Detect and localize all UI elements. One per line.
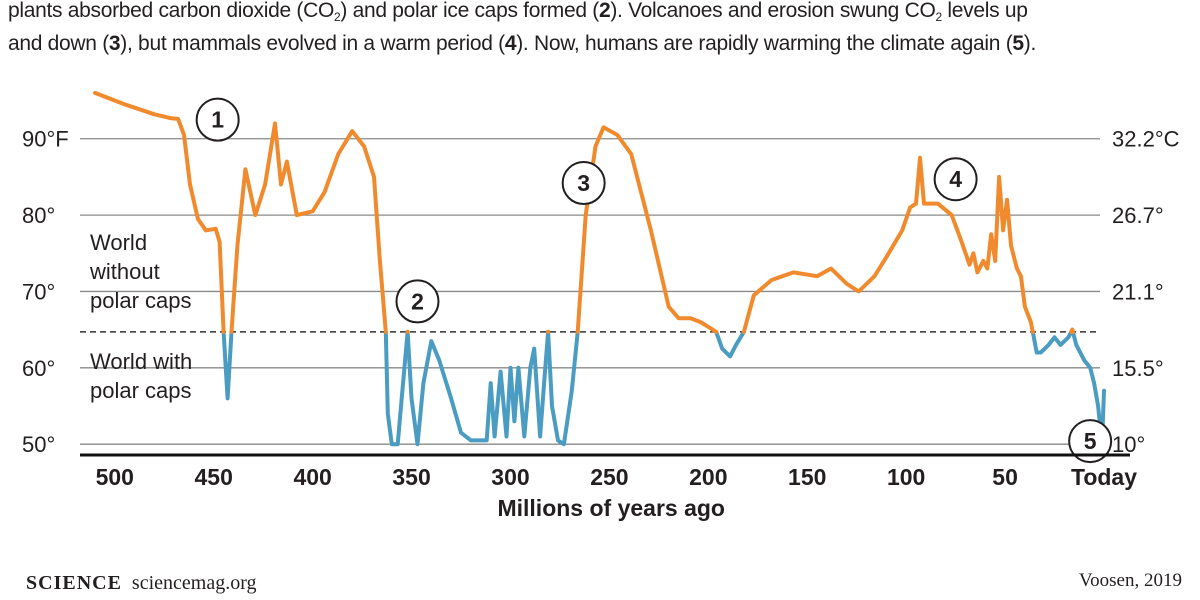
x-tick-label: 400 bbox=[293, 464, 331, 490]
region-label-without-caps: World bbox=[90, 230, 147, 255]
cold-temperature-segment bbox=[1030, 329, 1074, 355]
caption-text: ). Now, humans are rapidly warming the c… bbox=[516, 32, 1013, 55]
figure-caption: plants absorbed carbon dioxide (CO2) and… bbox=[8, 0, 1198, 60]
annotation-number: 3 bbox=[577, 170, 590, 196]
x-tick-label: 50 bbox=[992, 464, 1018, 490]
y-tick-label-left: 60° bbox=[22, 356, 55, 381]
region-label-without-caps: polar caps bbox=[90, 288, 192, 313]
caption-text: and down ( bbox=[8, 32, 109, 55]
bold-marker: 4 bbox=[504, 32, 517, 55]
y-tick-label-left: 70° bbox=[22, 279, 55, 304]
subscript: 2 bbox=[334, 10, 341, 24]
y-tick-label-right: 21.1° bbox=[1112, 279, 1164, 304]
warm-temperature-segment bbox=[575, 125, 719, 334]
warm-temperature-segment bbox=[93, 90, 226, 334]
bold-marker: 5 bbox=[1012, 32, 1024, 55]
bold-marker: 3 bbox=[108, 32, 121, 55]
x-tick-label: 300 bbox=[491, 464, 529, 490]
science-logo: SCIENCE bbox=[26, 572, 122, 594]
y-tick-label-left: 50° bbox=[22, 432, 55, 457]
region-label-with-caps: polar caps bbox=[90, 378, 192, 403]
region-label-with-caps: World with bbox=[90, 349, 192, 374]
x-tick-label: 350 bbox=[392, 464, 430, 490]
caption-text: ), but mammals evolved in a warm period … bbox=[120, 32, 505, 55]
bold-marker: 2 bbox=[598, 0, 611, 22]
cold-temperature-segment bbox=[221, 329, 234, 401]
x-tick-label: 500 bbox=[96, 464, 134, 490]
footer-source: SCIENCE sciencemag.org bbox=[26, 572, 257, 595]
y-tick-label-right: 26.7° bbox=[1112, 203, 1164, 228]
y-tick-label-right: 10° bbox=[1112, 432, 1145, 457]
annotation-number: 4 bbox=[949, 166, 962, 192]
x-tick-label: 150 bbox=[788, 464, 826, 490]
subscript: 2 bbox=[935, 10, 943, 24]
x-tick-label: 250 bbox=[590, 464, 628, 490]
x-axis-title: Millions of years ago bbox=[497, 495, 725, 521]
annotation-circle bbox=[933, 157, 978, 202]
footer-credit: Voosen, 2019 bbox=[1078, 570, 1182, 591]
cold-temperature-segment bbox=[714, 329, 746, 359]
warm-temperature-segment bbox=[229, 121, 388, 334]
caption-text: plants absorbed carbon dioxide (CO bbox=[8, 0, 334, 22]
temperature-chart: 90°F 80° 70° 60° 50° 32.2°C 26.7° 21.1° 15.5° 10°… bbox=[22, 90, 1180, 521]
y-tick-label-right: 15.5° bbox=[1112, 356, 1164, 381]
caption-text: ) and polar ice caps formed ( bbox=[340, 0, 599, 22]
caption-line-1: plants absorbed carbon dioxide (CO2) and… bbox=[8, 0, 1198, 27]
y-tick-label-right: 32.2°C bbox=[1112, 127, 1180, 152]
caption-line-2: and down (3), but mammals evolved in a w… bbox=[8, 27, 1198, 60]
y-tick-label-left: 90°F bbox=[22, 127, 69, 152]
y-tick-label-left: 80° bbox=[22, 203, 55, 228]
cold-temperature-segment bbox=[546, 329, 580, 447]
x-tick-label: 100 bbox=[887, 464, 925, 490]
x-tick-label: Today bbox=[1071, 464, 1137, 490]
region-label-without-caps: without bbox=[89, 259, 160, 284]
annotation-circle bbox=[195, 97, 240, 142]
cold-temperature-segment bbox=[383, 329, 410, 447]
annotation-circle bbox=[1068, 419, 1113, 464]
caption-text: ). Volcanoes and erosion swung CO bbox=[610, 0, 936, 22]
warm-temperature-segment bbox=[1069, 327, 1075, 334]
annotation-number: 1 bbox=[211, 107, 224, 133]
annotation-number: 5 bbox=[1084, 428, 1097, 454]
annotation-number: 2 bbox=[411, 288, 424, 314]
x-tick-label: 200 bbox=[689, 464, 727, 490]
footer-url[interactable]: sciencemag.org bbox=[131, 572, 257, 594]
annotation-circle bbox=[395, 279, 440, 324]
x-tick-label: 450 bbox=[195, 464, 233, 490]
cold-temperature-segment bbox=[405, 329, 551, 447]
caption-text: levels up bbox=[941, 0, 1028, 22]
annotation-circle bbox=[561, 161, 606, 206]
caption-text: ). bbox=[1023, 32, 1037, 55]
warm-temperature-segment bbox=[741, 155, 1035, 334]
